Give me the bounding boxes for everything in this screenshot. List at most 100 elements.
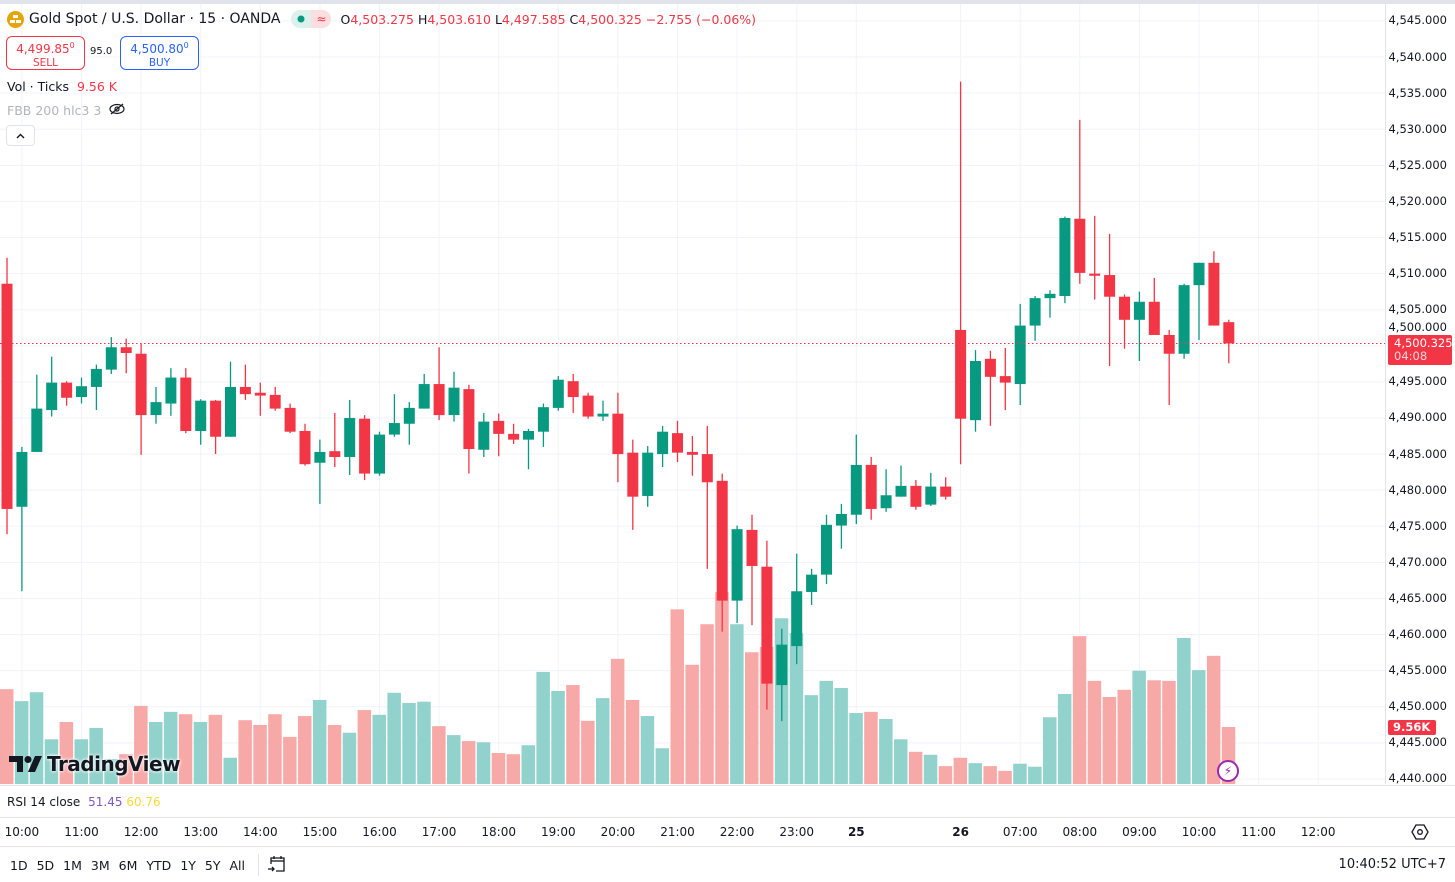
candle-up bbox=[1059, 218, 1071, 296]
candle-up bbox=[344, 417, 356, 457]
time-tick-label: 11:00 bbox=[1241, 825, 1276, 839]
range-5d[interactable]: 5D bbox=[36, 857, 55, 873]
candle-down bbox=[210, 400, 222, 437]
clock[interactable]: 10:40:52 UTC+7 bbox=[1338, 857, 1446, 872]
candle-up bbox=[478, 421, 490, 450]
candle-up bbox=[552, 379, 564, 408]
time-tick-label: 17:00 bbox=[421, 825, 457, 839]
price-tick-label: 4,490.000 bbox=[1388, 410, 1447, 425]
candle-down bbox=[329, 451, 341, 457]
symbol-title[interactable]: Gold Spot / U.S. Dollar · 15 · OANDA bbox=[29, 11, 281, 27]
range-3m[interactable]: 3M bbox=[90, 857, 110, 873]
market-status[interactable]: ≈ bbox=[291, 10, 332, 28]
candle-down bbox=[999, 376, 1011, 383]
volume-bar bbox=[119, 754, 133, 784]
volume-bar bbox=[283, 736, 297, 784]
go-to-date-icon[interactable] bbox=[267, 855, 287, 876]
candle-up bbox=[597, 413, 609, 417]
volume-bar bbox=[1028, 766, 1042, 784]
candle-down bbox=[1, 283, 13, 509]
tradingview-logo[interactable]: TradingView bbox=[9, 752, 181, 776]
range-1m[interactable]: 1M bbox=[63, 857, 82, 873]
candlestick-chart[interactable] bbox=[0, 4, 1385, 784]
volume-bar bbox=[491, 752, 506, 784]
volume-bar bbox=[938, 766, 953, 784]
candle-down bbox=[672, 433, 683, 453]
volume-bar bbox=[432, 726, 446, 784]
candle-down bbox=[1223, 322, 1235, 344]
buy-price: 4,500.80 bbox=[130, 42, 184, 56]
settings-icon[interactable] bbox=[1410, 824, 1430, 842]
candle-down bbox=[627, 452, 639, 497]
candle-up bbox=[418, 384, 430, 409]
spread-value: 95.0 bbox=[90, 46, 113, 57]
rsi-label: RSI 14 close bbox=[7, 795, 81, 809]
volume-bar bbox=[849, 713, 863, 784]
sell-button[interactable]: 4,499.850 SELL bbox=[6, 36, 85, 70]
chart-pane[interactable] bbox=[0, 4, 1385, 784]
volume-bar bbox=[253, 724, 267, 784]
price-tick-label: 4,480.000 bbox=[1388, 482, 1447, 497]
range-ytd[interactable]: YTD bbox=[146, 857, 172, 873]
close-value: 4,500.325 bbox=[578, 11, 642, 27]
volume-bar bbox=[670, 609, 684, 784]
volume-bar bbox=[372, 714, 386, 784]
price-tick-label: 4,540.000 bbox=[1388, 49, 1447, 64]
bottom-toolbar: 1D 5D 1M 3M 6M YTD 1Y 5Y All 10:40:52 UT… bbox=[0, 848, 1455, 882]
fbb-legend[interactable]: FBB 200 hlc3 3 bbox=[7, 103, 125, 118]
volume-bar bbox=[610, 658, 625, 784]
candle-up bbox=[1193, 262, 1205, 286]
price-tick-label: 4,455.000 bbox=[1388, 663, 1447, 678]
candle-up bbox=[165, 377, 177, 404]
price-tick-label: 4,505.000 bbox=[1388, 302, 1447, 317]
candle-down bbox=[865, 464, 877, 509]
price-axis[interactable]: 4,545.000 4,540.000 4,535.000 4,530.000 4,52… bbox=[1385, 0, 1455, 785]
volume-bar bbox=[357, 710, 372, 784]
candle-up bbox=[776, 644, 788, 686]
volume-bar bbox=[74, 739, 88, 784]
volume-legend[interactable]: Vol · Ticks 9.56 K bbox=[7, 79, 117, 94]
candle-down bbox=[940, 486, 952, 497]
candle-up bbox=[970, 360, 981, 421]
rsi-legend[interactable]: RSI 14 close 51.45 60.76 bbox=[7, 795, 161, 809]
volume-bar bbox=[640, 716, 655, 784]
low-value: 4,497.585 bbox=[501, 11, 566, 27]
time-tick-label: 23:00 bbox=[779, 825, 814, 839]
volume-label: Vol · Ticks bbox=[7, 79, 69, 94]
candle-up bbox=[537, 407, 549, 432]
time-axis[interactable]: 10:00 11:00 12:00 13:00 14:00 15:00 16:00 17:00… bbox=[0, 817, 1455, 847]
volume-bar bbox=[506, 754, 521, 784]
volume-bar bbox=[298, 716, 312, 784]
candle-up bbox=[925, 486, 937, 505]
lightning-icon[interactable]: ⚡ bbox=[1217, 760, 1239, 782]
eye-hidden-icon[interactable] bbox=[109, 103, 125, 118]
volume-bar bbox=[1043, 717, 1057, 784]
candle-up bbox=[314, 451, 326, 463]
candle-down bbox=[254, 392, 266, 396]
rsi-pane[interactable]: RSI 14 close 51.45 60.76 bbox=[0, 785, 1455, 817]
volume-bar bbox=[908, 751, 923, 784]
candle-up bbox=[1029, 298, 1041, 326]
price-tick-label: 4,470.000 bbox=[1388, 554, 1447, 569]
volume-bar bbox=[625, 699, 640, 784]
range-all[interactable]: All bbox=[229, 857, 246, 873]
bar-countdown: 04:08 bbox=[1394, 349, 1428, 364]
volume-bar bbox=[1087, 680, 1102, 784]
symbol-legend: Gold Spot / U.S. Dollar · 15 · OANDA ≈ O… bbox=[7, 10, 756, 28]
time-tick-label: 21:00 bbox=[660, 825, 695, 839]
price-tick-label: 4,475.000 bbox=[1388, 518, 1447, 533]
range-6m[interactable]: 6M bbox=[118, 857, 138, 873]
volume-bar bbox=[745, 652, 759, 784]
candle-up bbox=[642, 452, 654, 496]
range-1d[interactable]: 1D bbox=[10, 857, 28, 873]
time-tick-label: 22:00 bbox=[719, 825, 755, 839]
range-1y[interactable]: 1Y bbox=[180, 857, 196, 873]
volume-bar bbox=[819, 680, 833, 784]
last-volume-label: 9.56K bbox=[1388, 719, 1436, 735]
volume-bar bbox=[596, 698, 610, 784]
buy-button[interactable]: 4,500.800 BUY bbox=[120, 36, 199, 70]
range-5y[interactable]: 5Y bbox=[204, 857, 221, 873]
candle-up bbox=[895, 485, 907, 497]
candle-down bbox=[1148, 301, 1160, 335]
collapse-legend-button[interactable] bbox=[6, 125, 35, 146]
